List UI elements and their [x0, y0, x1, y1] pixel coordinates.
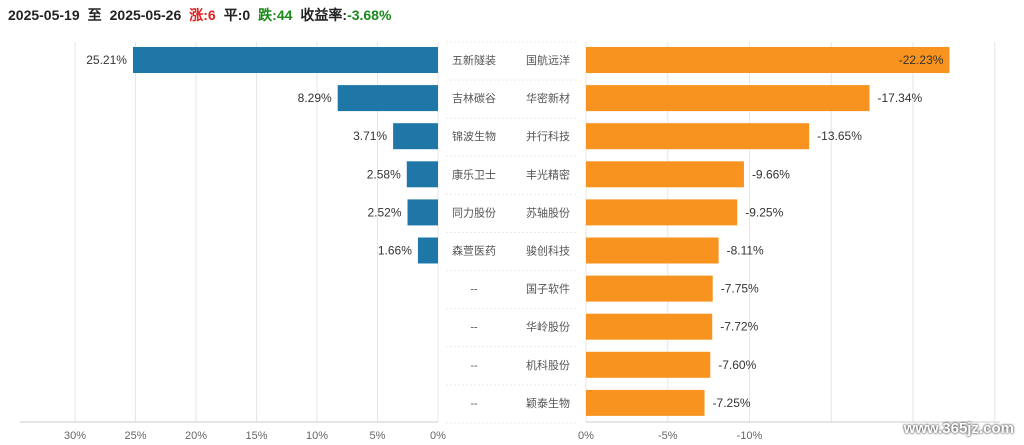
left-tick-label: 0%: [430, 430, 446, 442]
loss-bar: [586, 123, 810, 150]
gain-bar: [407, 199, 438, 226]
loss-value-label: -7.75%: [721, 282, 759, 296]
left-category-label: --: [470, 398, 478, 410]
left-tick-label: 5%: [370, 430, 386, 442]
right-category-label: 国航远洋: [526, 53, 570, 67]
gain-value-label: 1.66%: [378, 244, 412, 258]
left-category-label: 森萱医药: [452, 244, 496, 258]
return-value: -3.68%: [347, 7, 392, 23]
right-category-label: 丰光精密: [526, 167, 570, 181]
left-tick-label: 25%: [124, 430, 146, 442]
loss-bar: [586, 85, 870, 112]
right-category-label: 国子软件: [526, 282, 570, 296]
gain-value-label: 3.71%: [353, 129, 387, 143]
loss-value-label: -7.72%: [720, 320, 758, 334]
loss-bar: [586, 351, 711, 378]
loss-bar: [586, 237, 719, 264]
left-tick-label: 20%: [185, 430, 207, 442]
loss-value-label: -8.11%: [727, 244, 764, 258]
return-label: 收益率:: [300, 7, 348, 23]
left-tick-label: 10%: [306, 430, 328, 442]
left-tick-label: 30%: [64, 430, 86, 442]
gain-bar: [337, 85, 438, 112]
gain-bar: [132, 47, 439, 73]
gain-value-label: 8.29%: [298, 91, 332, 105]
left-category-label: --: [470, 322, 478, 334]
right-category-label: 苏轴股份: [526, 205, 570, 219]
loss-bar: [586, 313, 713, 340]
gain-value-label: 2.52%: [367, 205, 401, 219]
to-word: 至: [87, 7, 102, 23]
losers-chart: 国航远洋 -22.23% 华密新材 -17.34% 并行科技 -13.65% 丰光精密 -9.…: [526, 47, 950, 416]
loss-value-label: -7.60%: [718, 358, 756, 372]
right-category-label: 机科股份: [526, 358, 570, 372]
loss-value-label: -9.25%: [745, 205, 783, 219]
right-category-label: 华密新材: [526, 91, 570, 105]
right-category-label: 并行科技: [526, 129, 570, 143]
right-category-label: 颖泰生物: [526, 396, 570, 410]
watermark: www.365jz.com: [903, 420, 1014, 437]
loss-value-label: -22.23%: [899, 53, 944, 67]
down-count: 跌:44: [258, 7, 293, 23]
left-category-label: 锦波生物: [452, 129, 496, 143]
right-tick-label: 0%: [578, 430, 594, 442]
end-date: 2025-05-26: [109, 7, 182, 23]
gain-value-label: 25.21%: [86, 53, 127, 67]
right-category-label: 华岭股份: [526, 320, 570, 334]
left-category-label: --: [470, 284, 478, 296]
right-tick-label: -10%: [737, 430, 763, 442]
loss-bar: [586, 275, 713, 302]
gain-value-label: 2.58%: [367, 167, 401, 181]
gain-bar: [393, 123, 438, 150]
left-category-label: --: [470, 360, 478, 372]
loss-bar: [586, 389, 705, 416]
left-tick-label: 15%: [245, 430, 267, 442]
left-category-label: 五新隧装: [452, 53, 496, 67]
loss-value-label: -13.65%: [817, 129, 862, 143]
loss-value-label: -7.25%: [713, 396, 751, 410]
loss-value-label: -9.66%: [752, 167, 790, 181]
left-category-label: 同力股份: [452, 206, 496, 219]
loss-bar: [586, 47, 950, 73]
gain-bar: [406, 161, 438, 188]
flat-count: 平:0: [223, 7, 251, 23]
gain-bar: [417, 237, 438, 264]
left-category-label: 吉林碳谷: [452, 91, 496, 105]
up-count: 涨:6: [189, 7, 216, 23]
loss-bar: [586, 161, 744, 188]
chart-header: 2025-05-19 至 2025-05-26 涨:6 平:0 跌:44 收益率:-3.68…: [8, 5, 399, 25]
right-category-label: 骏创科技: [526, 244, 570, 258]
left-category-label: 康乐卫士: [452, 167, 496, 181]
gainers-chart: 五新隧装 25.21% 吉林碳谷 8.29% 锦波生物 3.71% 康乐卫士 2.58% 同力股…: [86, 47, 496, 410]
grid-layer: 30% 25% 20% 15% 10% 5% 0% 0% -5% -10%: [20, 41, 1000, 442]
right-tick-label: -5%: [658, 430, 678, 442]
start-date: 2025-05-19: [8, 7, 80, 23]
loss-bar: [586, 199, 738, 226]
loss-value-label: -17.34%: [878, 91, 923, 105]
